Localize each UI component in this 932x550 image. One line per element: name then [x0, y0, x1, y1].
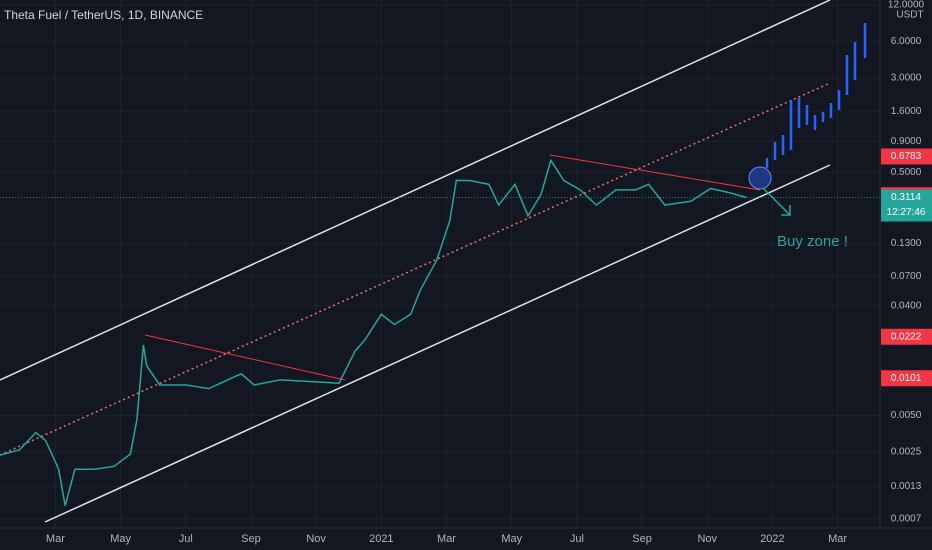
countdown: 12:27:46 [887, 207, 926, 218]
price-badge [881, 328, 932, 345]
y-tick-label: 0.9000 [891, 136, 922, 147]
x-tick-label: May [501, 533, 522, 545]
y-tick-label: 0.0400 [891, 300, 922, 311]
channel-upper [0, 0, 831, 381]
price-badge [881, 370, 932, 387]
x-tick-label: 2022 [760, 533, 784, 545]
x-tick-label: Jul [179, 533, 193, 545]
x-tick-label: Jul [570, 533, 584, 545]
x-tick-label: Mar [46, 533, 65, 545]
price-badge [881, 189, 932, 222]
y-tick-label: 12.0000 [888, 0, 925, 11]
price-line [0, 158, 747, 506]
series [0, 158, 880, 506]
price-badge-label: 0.0222 [891, 331, 922, 342]
x-tick-label: Nov [306, 533, 326, 545]
y-tick-label: 0.0007 [891, 514, 922, 525]
price-badge-label: 0.6783 [891, 151, 922, 162]
annotation: Buy zone ! [777, 233, 848, 250]
grid [0, 0, 880, 528]
trendline [144, 334, 346, 381]
trendline [549, 154, 761, 191]
x-tick-label: Nov [697, 533, 717, 545]
price-badge-label: 0.0101 [891, 373, 922, 384]
price-badge [881, 148, 932, 165]
projection [765, 23, 867, 168]
arrow [762, 187, 791, 216]
y-tick-label: 0.1300 [891, 238, 922, 249]
y-tick-label: 0.0700 [891, 271, 922, 282]
x-tick-label: Mar [828, 533, 847, 545]
y-tick-label: 6.0000 [891, 36, 922, 47]
channel-mid [0, 82, 831, 456]
x-tick-label: Sep [241, 533, 261, 545]
y-tick-label: 0.0050 [891, 410, 922, 421]
x-tick-label: Sep [632, 533, 652, 545]
x-tick-label: Mar [437, 533, 456, 545]
x-tick-label: 2021 [369, 533, 393, 545]
price-badge-label: 0.3114 [891, 192, 921, 203]
chart-title: Theta Fuel / TetherUS, 1D, BINANCE [4, 8, 203, 22]
channel-lower [44, 164, 831, 523]
highlight-circle [748, 166, 772, 190]
y-tick-label: 0.5000 [891, 167, 922, 178]
x-tick-label: May [110, 533, 131, 545]
y-tick-label: 3.0000 [891, 73, 922, 84]
drawings: Buy zone ! [0, 0, 867, 523]
y-axis-label: USDT [896, 10, 923, 21]
y-tick-label: 0.0025 [891, 447, 922, 458]
y-tick-label: 1.6000 [891, 106, 922, 117]
y-tick-label: 0.0013 [891, 481, 922, 492]
